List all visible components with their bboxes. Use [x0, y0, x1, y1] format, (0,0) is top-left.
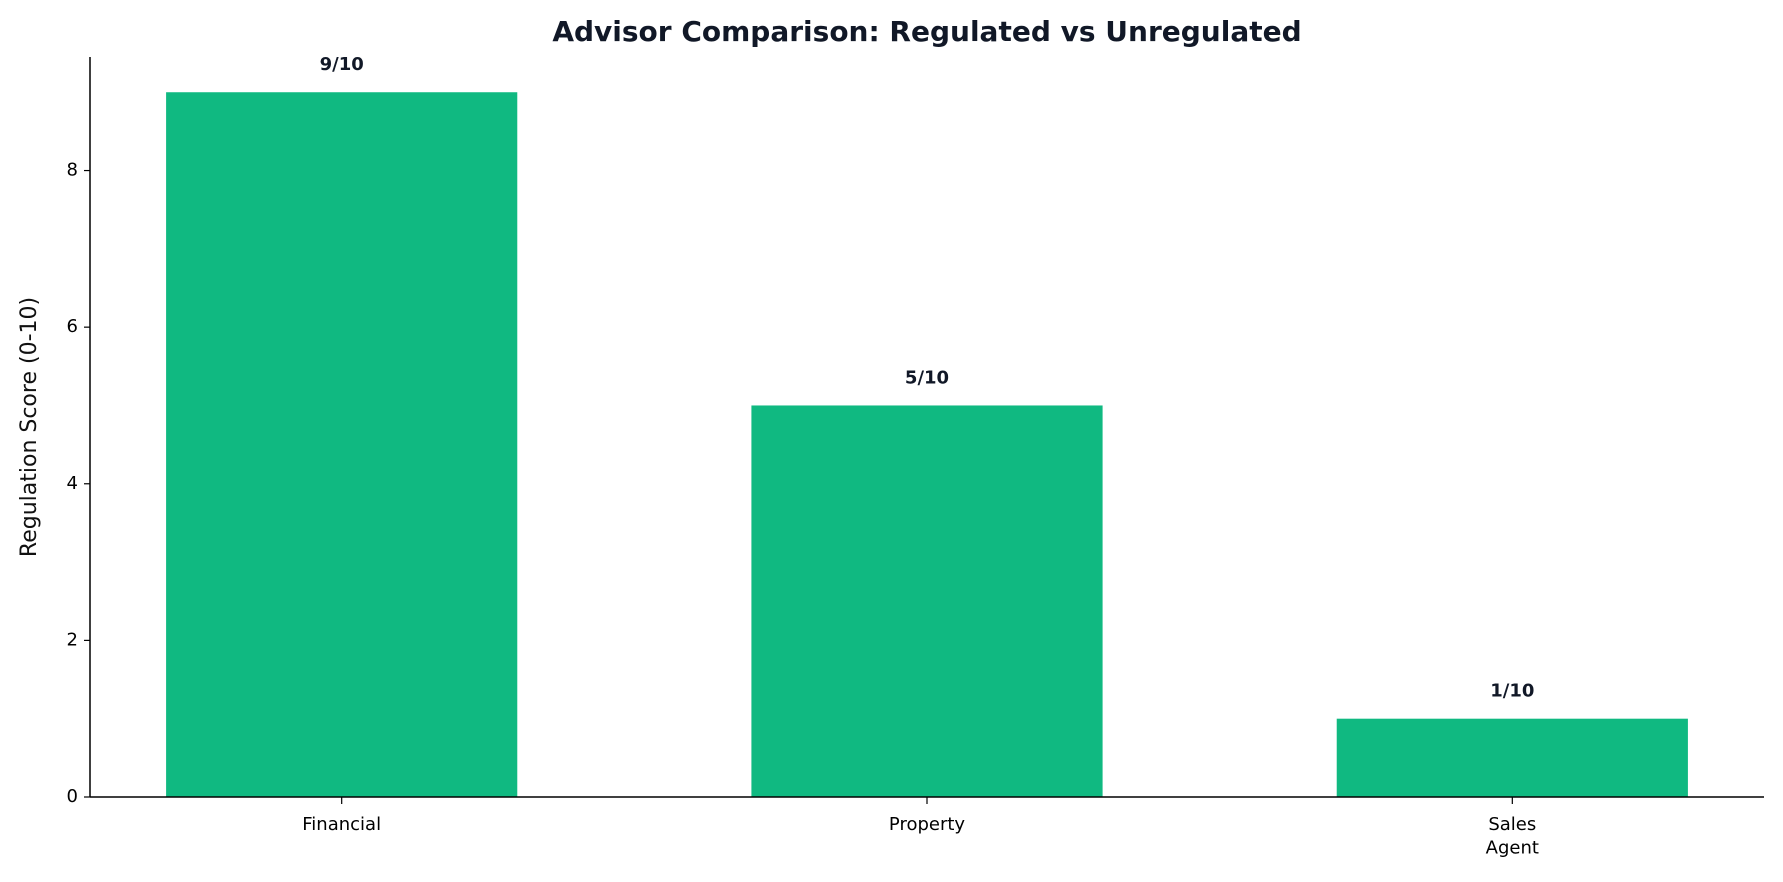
x-tick-label: Property: [889, 814, 966, 835]
y-tick-label: 6: [67, 316, 78, 337]
y-tick-label: 4: [67, 473, 78, 494]
y-tick-label: 8: [67, 160, 78, 181]
value-label: 1/10: [1490, 681, 1534, 702]
value-label: 5/10: [905, 367, 949, 388]
y-axis-label: Regulation Score (0-10): [17, 297, 42, 557]
x-tick-label: Sales Agent: [1486, 814, 1539, 858]
x-tick-label: Financial: [302, 814, 381, 835]
chart-title: Advisor Comparison: Regulated vs Unregul…: [552, 15, 1301, 48]
value-label: 9/10: [320, 54, 364, 75]
y-tick-label: 2: [67, 629, 78, 650]
y-tick-label: 0: [67, 786, 78, 807]
bar: [751, 405, 1103, 797]
bar: [1336, 718, 1688, 797]
bar: [166, 92, 518, 797]
